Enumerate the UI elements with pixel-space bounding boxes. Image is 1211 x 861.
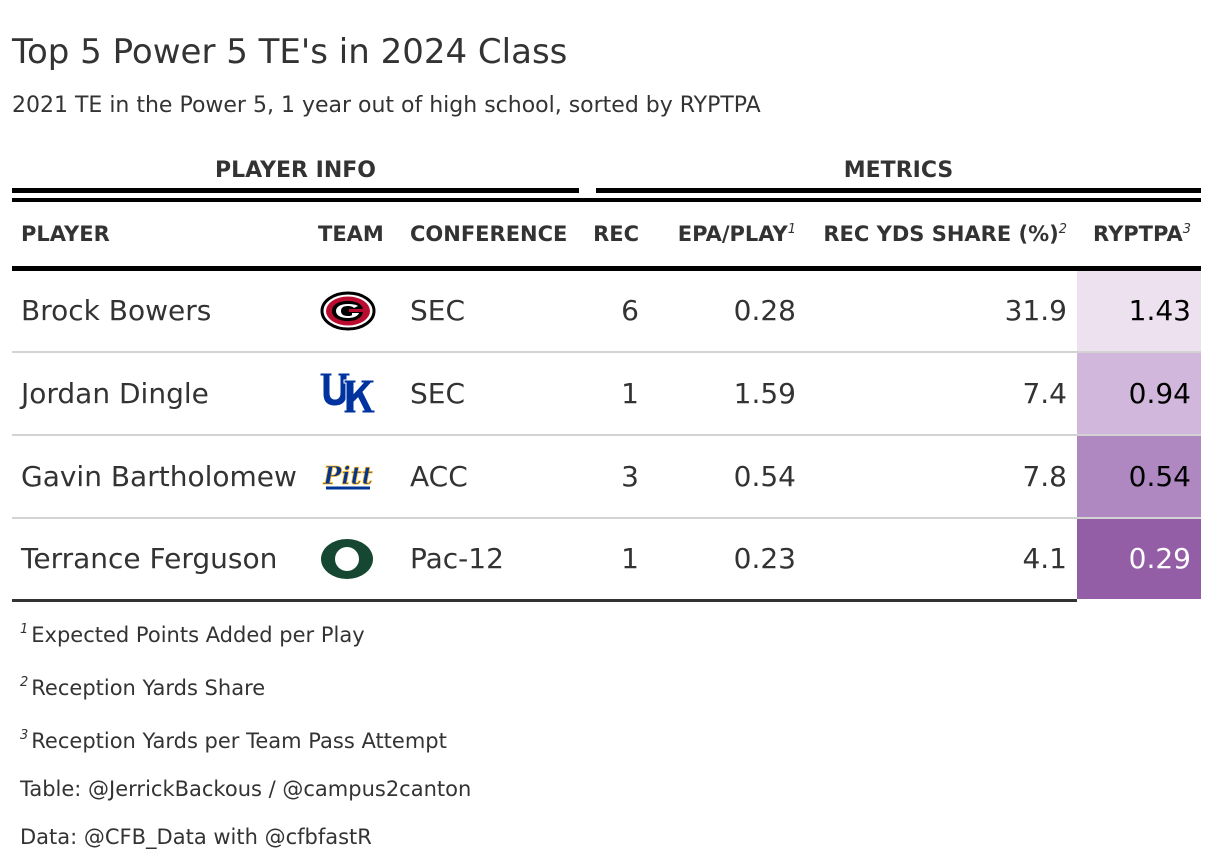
footnote-mark: 3 xyxy=(1182,222,1191,237)
footnote: 3 Reception Yards per Team Pass Attempt xyxy=(20,728,447,753)
cell-share: 4.1 xyxy=(806,517,1077,602)
table-title: Top 5 Power 5 TE's in 2024 Class xyxy=(12,32,568,72)
cell-conference: ACC xyxy=(401,434,585,519)
cell-rec: 1 xyxy=(585,517,649,602)
cell-conference: Pac-12 xyxy=(401,517,585,602)
cell-epa: 0.23 xyxy=(649,517,806,602)
cell-rec: 1 xyxy=(585,351,649,436)
footnote-mark: 1 xyxy=(787,222,796,237)
spanner-player-info: PLAYER INFO xyxy=(12,154,579,193)
table-row: Gavin Bartholomew Pitt ACC 3 0.54 7.8 0.54 xyxy=(12,434,1201,519)
column-header-row: PLAYER TEAM CONFERENCE REC EPA/PLAY1 REC… xyxy=(12,198,1201,271)
cell-player: Terrance Ferguson xyxy=(12,517,309,602)
col-header-conference: CONFERENCE xyxy=(401,198,585,271)
source-note: Table: @JerrickBackous / @campus2canton xyxy=(20,777,472,801)
col-header-rec: REC xyxy=(585,198,649,271)
footnotes: 1 Expected Points Added per Play 2 Recepti… xyxy=(20,606,471,861)
cell-rec: 6 xyxy=(585,268,649,353)
table-subtitle: 2021 TE in the Power 5, 1 year out of hi… xyxy=(12,93,761,118)
source-note: Data: @CFB_Data with @cfbfastR xyxy=(20,825,372,849)
footnote: 1 Expected Points Added per Play xyxy=(20,622,365,647)
col-header-team: TEAM xyxy=(309,198,401,271)
cell-player: Jordan Dingle xyxy=(12,351,309,436)
cell-team-logo xyxy=(309,351,401,436)
cell-rec: 3 xyxy=(585,434,649,519)
col-header-share: REC YDS SHARE (%)2 xyxy=(806,198,1077,271)
col-header-ryptpa: RYPTPA3 xyxy=(1077,198,1201,271)
oregon-o-logo xyxy=(318,537,378,581)
cell-team-logo xyxy=(309,268,401,353)
kentucky-uk-logo xyxy=(318,371,378,415)
cell-ryptpa: 0.94 xyxy=(1077,351,1201,436)
cell-conference: SEC xyxy=(401,268,585,353)
cell-team-logo xyxy=(309,517,401,602)
footnote: 2 Reception Yards Share xyxy=(20,675,266,700)
cell-share: 7.8 xyxy=(806,434,1077,519)
table-row: Terrance Ferguson Pac-12 1 0.23 4.1 0.29 xyxy=(12,517,1201,602)
cell-share: 7.4 xyxy=(806,351,1077,436)
cell-player: Gavin Bartholomew xyxy=(12,434,309,519)
cell-epa: 0.28 xyxy=(649,268,806,353)
cell-share: 31.9 xyxy=(806,268,1077,353)
cell-player: Brock Bowers xyxy=(12,268,309,353)
cell-epa: 1.59 xyxy=(649,351,806,436)
stats-table: PLAYER TEAM CONFERENCE REC EPA/PLAY1 REC… xyxy=(12,198,1201,602)
cell-team-logo: Pitt xyxy=(309,434,401,519)
cell-conference: SEC xyxy=(401,351,585,436)
pitt-script-logo: Pitt xyxy=(318,454,378,498)
col-header-player: PLAYER xyxy=(12,198,309,271)
footnote-mark: 2 xyxy=(1058,222,1067,237)
table-row: Brock Bowers SEC 6 0.28 31.9 1.43 xyxy=(12,268,1201,353)
cell-ryptpa: 1.43 xyxy=(1077,268,1201,353)
cell-ryptpa: 0.54 xyxy=(1077,434,1201,519)
table-row: Jordan Dingle SEC 1 1.59 7.4 0.94 xyxy=(12,351,1201,436)
georgia-g-logo xyxy=(318,289,378,333)
spanner-metrics: METRICS xyxy=(596,154,1201,193)
svg-text:Pitt: Pitt xyxy=(322,461,372,490)
cell-ryptpa: 0.29 xyxy=(1077,517,1201,602)
cell-epa: 0.54 xyxy=(649,434,806,519)
col-header-epa: EPA/PLAY1 xyxy=(649,198,806,271)
